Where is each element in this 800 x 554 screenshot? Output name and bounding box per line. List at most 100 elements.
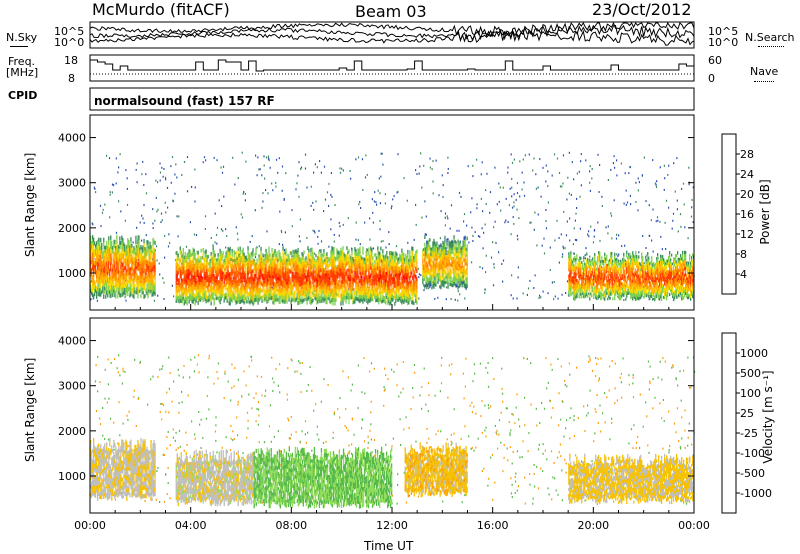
band-cell	[117, 261, 119, 266]
band-cell	[254, 284, 256, 288]
scatter-dot	[613, 155, 615, 158]
band-cell	[275, 263, 277, 268]
band-cell	[333, 246, 335, 251]
scatter-dot	[222, 165, 225, 168]
band-cell	[243, 289, 245, 294]
band-cell	[96, 245, 98, 250]
band-cell	[221, 277, 223, 281]
band-cell	[190, 294, 192, 298]
band-cell	[416, 288, 418, 293]
band-cell	[318, 273, 320, 278]
band-cell	[305, 294, 307, 298]
band-cell	[111, 245, 113, 249]
band-cell	[315, 260, 317, 264]
band-cell	[235, 251, 237, 256]
band-cell	[209, 285, 211, 289]
scatter-dot	[547, 292, 549, 295]
band-cell	[244, 296, 246, 301]
band-cell	[302, 256, 304, 261]
band-cell	[275, 267, 277, 271]
scatter-dot	[397, 190, 399, 193]
band-cell	[250, 294, 252, 299]
band-cell	[406, 255, 408, 260]
band-cell	[184, 300, 186, 304]
band-cell	[346, 280, 348, 285]
band-cell	[268, 250, 270, 255]
band-cell	[366, 263, 368, 268]
band-cell	[219, 252, 221, 257]
band-cell	[372, 272, 374, 276]
band-cell	[387, 263, 389, 267]
scatter-dot	[141, 239, 143, 242]
band-cell	[372, 291, 374, 295]
band-cell	[112, 289, 114, 294]
band-cell	[327, 279, 329, 284]
band-cell	[294, 257, 296, 261]
band-cell	[320, 275, 322, 280]
band-cell	[426, 271, 428, 276]
band-cell	[387, 298, 389, 302]
band-cell	[289, 280, 291, 285]
band-cell	[332, 272, 334, 277]
band-cell	[408, 265, 410, 269]
band-cell	[297, 268, 299, 273]
band-cell	[407, 273, 409, 278]
band-cell	[196, 295, 198, 300]
band-cell	[281, 280, 283, 284]
band-cell	[252, 248, 254, 253]
band-cell	[416, 261, 418, 266]
band-cell	[412, 288, 414, 293]
band-cell	[110, 289, 112, 294]
band-cell	[147, 281, 149, 286]
band-cell	[332, 255, 334, 260]
band-cell	[211, 279, 213, 284]
band-cell	[90, 244, 92, 249]
scatter-dot	[256, 174, 258, 177]
band-cell	[342, 301, 344, 306]
band-cell	[430, 275, 432, 278]
band-cell	[188, 276, 190, 281]
scatter-dot	[418, 273, 420, 276]
scatter-dot	[533, 157, 535, 160]
scatter-dot	[241, 151, 243, 154]
band-cell	[109, 283, 111, 287]
band-cell	[267, 292, 269, 296]
band-cell	[187, 255, 189, 259]
band-cell	[352, 260, 354, 264]
band-cell	[290, 300, 292, 304]
band-cell	[90, 264, 92, 269]
band-cell	[279, 296, 281, 301]
scatter-dot	[625, 203, 627, 206]
band-cell	[238, 282, 240, 286]
band-cell	[274, 298, 276, 303]
band-cell	[255, 286, 257, 290]
band-cell	[339, 257, 341, 261]
band-cell	[277, 280, 279, 283]
band-cell	[247, 279, 249, 284]
scatter-dot	[159, 171, 162, 174]
scatter-dot	[505, 219, 507, 222]
band-cell	[238, 261, 240, 265]
band-cell	[216, 276, 218, 279]
band-cell	[122, 288, 124, 293]
band-cell	[153, 252, 155, 257]
band-cell	[250, 283, 252, 288]
scatter-dot	[610, 214, 613, 217]
band-cell	[117, 278, 119, 283]
band-cell	[233, 271, 235, 276]
band-cell	[124, 248, 126, 252]
band-cell	[107, 256, 109, 261]
band-cell	[323, 256, 325, 261]
band-cell	[414, 274, 416, 278]
band-cell	[331, 262, 333, 267]
band-cell	[114, 289, 116, 294]
band-cell	[256, 298, 258, 302]
band-cell	[256, 280, 258, 284]
band-cell	[384, 274, 386, 279]
band-cell	[355, 259, 357, 264]
band-cell	[365, 284, 367, 289]
band-cell	[221, 270, 223, 275]
band-cell	[430, 253, 432, 256]
scatter-dot	[655, 220, 657, 223]
band-cell	[426, 254, 428, 258]
